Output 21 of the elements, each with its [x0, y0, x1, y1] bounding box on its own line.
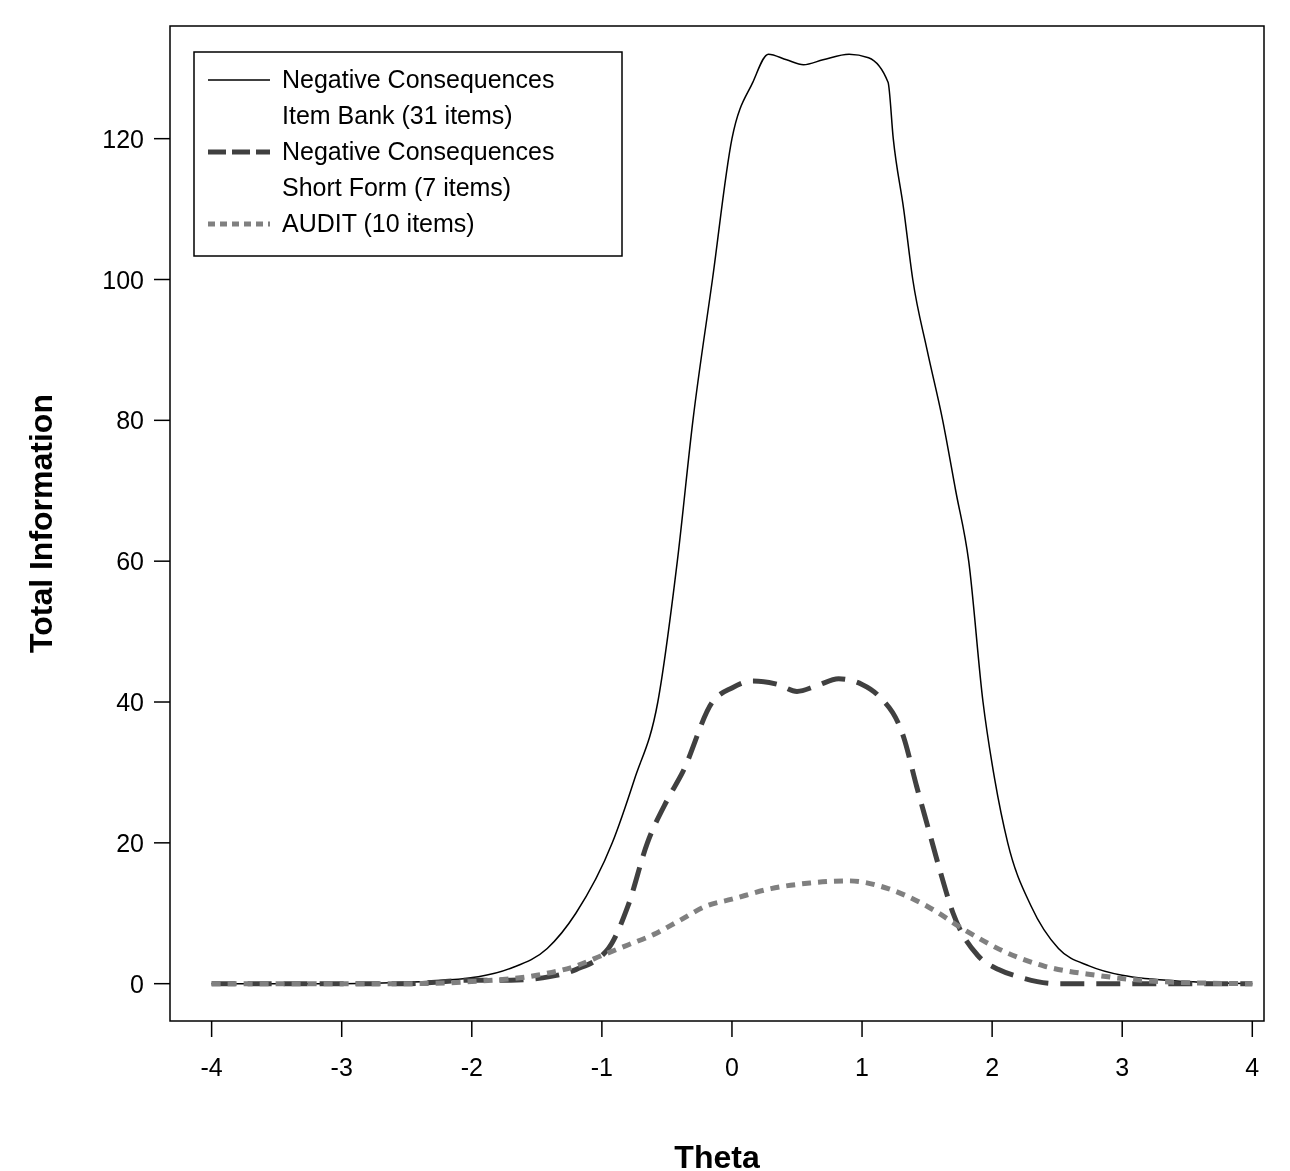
x-tick-label: 4 — [1245, 1053, 1260, 1081]
x-tick-label: -4 — [200, 1053, 223, 1081]
y-tick-label: 0 — [130, 969, 144, 998]
y-tick-label: 60 — [116, 547, 144, 576]
y-tick-label: 40 — [116, 688, 144, 717]
legend-label: AUDIT (10 items) — [282, 209, 475, 237]
y-tick-label: 20 — [116, 828, 144, 857]
x-tick-label: -2 — [460, 1053, 483, 1081]
x-tick-label: 3 — [1115, 1053, 1130, 1081]
x-tick-label: -3 — [330, 1053, 353, 1081]
y-tick-label: 120 — [102, 124, 144, 153]
x-tick-label: -1 — [590, 1053, 613, 1081]
x-axis-title: Theta — [674, 1139, 760, 1171]
y-tick-label: 100 — [102, 265, 144, 294]
x-tick-label: 0 — [725, 1053, 739, 1081]
x-tick-label: 2 — [985, 1053, 1000, 1081]
legend-label: Negative Consequences Item Bank (31 items) — [282, 65, 555, 129]
y-axis-title: Total Information — [23, 394, 59, 653]
x-tick-label: 1 — [855, 1053, 869, 1081]
y-tick-label: 80 — [116, 406, 144, 435]
legend-label: Negative Consequences Short Form (7 items) — [282, 137, 555, 201]
